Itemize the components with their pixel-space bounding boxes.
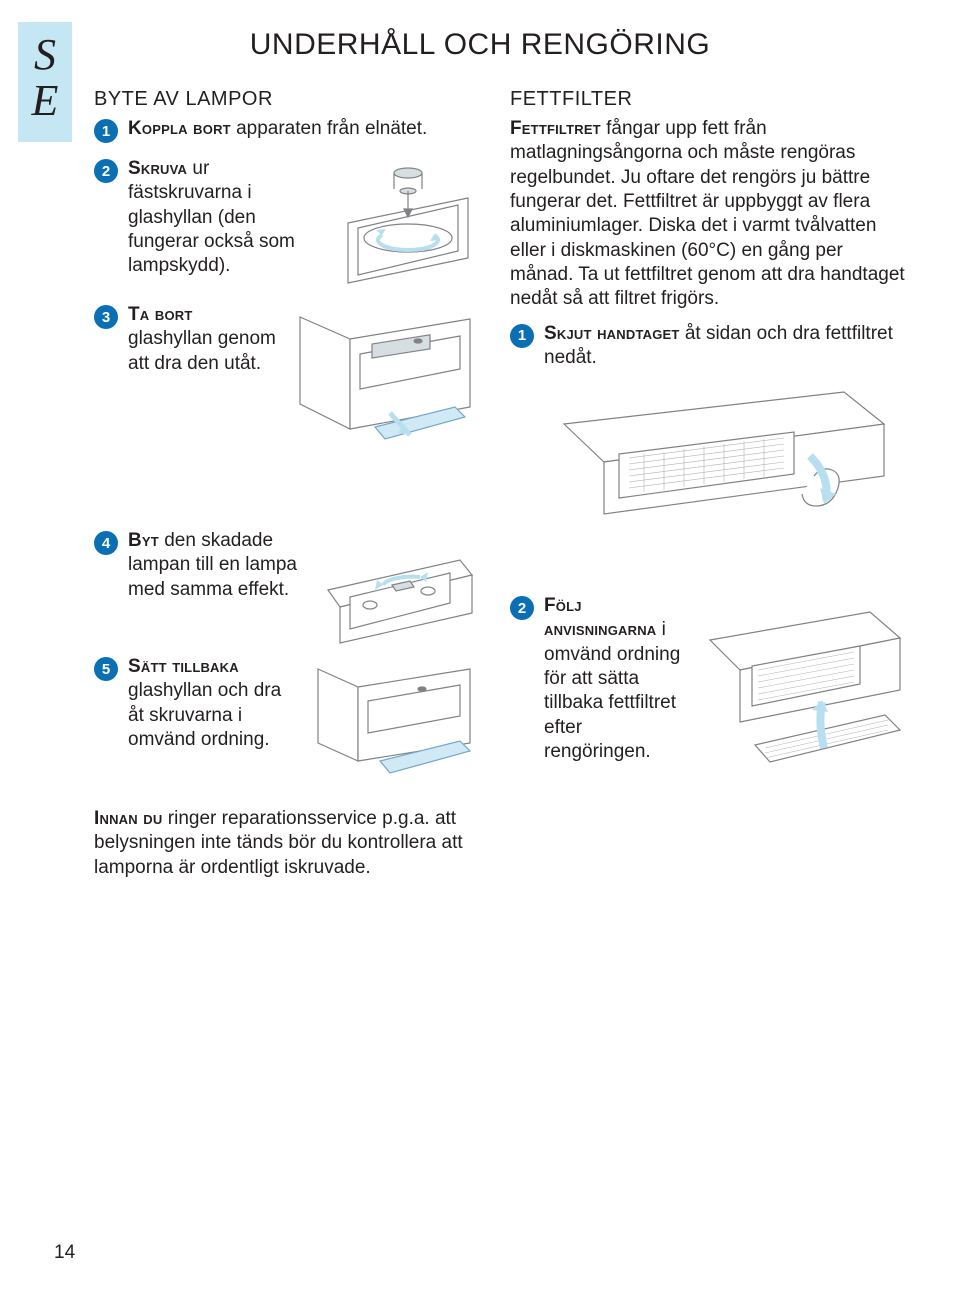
- right-step-2-row: 2 Följ anvisningarna i omvänd ordning fö…: [510, 594, 910, 810]
- illustration-remove-shelf: [290, 309, 480, 459]
- left-heading: BYTE AV LAMPOR: [94, 88, 480, 111]
- left-step-3: 3 Ta bort glashyllan genom att dra den u…: [94, 303, 280, 376]
- rest: i omvänd ordning för att sätta tillbaka …: [544, 619, 680, 762]
- right-step-1-text: Skjut handtaget åt sidan och dra fettfil…: [544, 322, 910, 371]
- left-step-4: 4 Byt den skadade lampan till en lampa m…: [94, 529, 310, 602]
- sc: Skjut handtaget: [544, 323, 680, 344]
- bullet-3: 3: [94, 305, 118, 329]
- right-intro: Fettfiltret fångar upp fett från matlagn…: [510, 117, 910, 312]
- right-column: FETTFILTER Fettfiltret fångar upp fett f…: [510, 80, 910, 880]
- left-step-1: 1 Koppla bort apparaten från elnätet.: [94, 117, 480, 143]
- left-step-5-text: Sätt tillbaka glashyllan och dra åt skru…: [128, 655, 300, 752]
- right-step-2: 2 Följ anvisningarna i omvänd ordning fö…: [510, 594, 690, 764]
- left-step-2: 2 Skruva ur fästskruvarna i glashyllan (…: [94, 157, 328, 279]
- right-step-1: 1 Skjut handtaget åt sidan och dra fettf…: [510, 322, 910, 371]
- illustration-replace-lamp: [320, 535, 480, 645]
- sc: Skruva: [128, 158, 187, 179]
- left-step-4-row: 4 Byt den skadade lampan till en lampa m…: [94, 529, 480, 655]
- left-column: BYTE AV LAMPOR 1 Koppla bort apparaten f…: [94, 80, 480, 880]
- rest: fångar upp fett från matlagningsångorna …: [510, 118, 905, 309]
- bullet-2: 2: [94, 159, 118, 183]
- sc: Sätt tillbaka: [128, 656, 239, 677]
- illustration-filter-up: [700, 600, 910, 800]
- lang-line-2: E: [18, 78, 72, 124]
- rest: glashyllan genom att dra den utåt.: [128, 328, 276, 373]
- left-step-5-row: 5 Sätt tillbaka glashyllan och dra åt sk…: [94, 655, 480, 801]
- left-step-2-row: 2 Skruva ur fästskruvarna i glashyllan (…: [94, 157, 480, 303]
- rest: apparaten från elnätet.: [231, 118, 427, 139]
- sc: Innan du: [94, 808, 163, 829]
- left-step-4-text: Byt den skadade lampan till en lampa med…: [128, 529, 310, 602]
- page-title: UNDERHÅLL OCH RENGÖRING: [0, 28, 960, 62]
- illustration-filter-down: [544, 384, 904, 554]
- left-note: Innan du ringer reparationsservice p.g.a…: [94, 807, 480, 880]
- bullet-2-r: 2: [510, 596, 534, 620]
- bullet-1-r: 1: [510, 324, 534, 348]
- right-heading: FETTFILTER: [510, 88, 910, 111]
- left-step-3-text: Ta bort glashyllan genom att dra den utå…: [128, 303, 280, 376]
- content-area: BYTE AV LAMPOR 1 Koppla bort apparaten f…: [94, 80, 910, 880]
- sc: Byt: [128, 530, 159, 551]
- left-step-2-text: Skruva ur fästskruvarna i glashyllan (de…: [128, 157, 328, 279]
- left-step-1-text: Koppla bort apparaten från elnätet.: [128, 117, 480, 141]
- bullet-1: 1: [94, 119, 118, 143]
- illustration-replace-shelf: [310, 661, 480, 791]
- sc: Fettfiltret: [510, 118, 601, 139]
- left-step-3-row: 3 Ta bort glashyllan genom att dra den u…: [94, 303, 480, 469]
- right-step-2-text: Följ anvisningarna i omvänd ordning för …: [544, 594, 690, 764]
- sc: Följ anvisningarna: [544, 595, 656, 640]
- illustration-screw: [338, 163, 480, 293]
- sc: Ta bort: [128, 304, 193, 325]
- bullet-5: 5: [94, 657, 118, 681]
- left-step-5: 5 Sätt tillbaka glashyllan och dra åt sk…: [94, 655, 300, 752]
- sc: Koppla bort: [128, 118, 231, 139]
- bullet-4: 4: [94, 531, 118, 555]
- page-number: 14: [54, 1242, 75, 1264]
- rest: glashyllan och dra åt skruvarna i omvänd…: [128, 680, 281, 750]
